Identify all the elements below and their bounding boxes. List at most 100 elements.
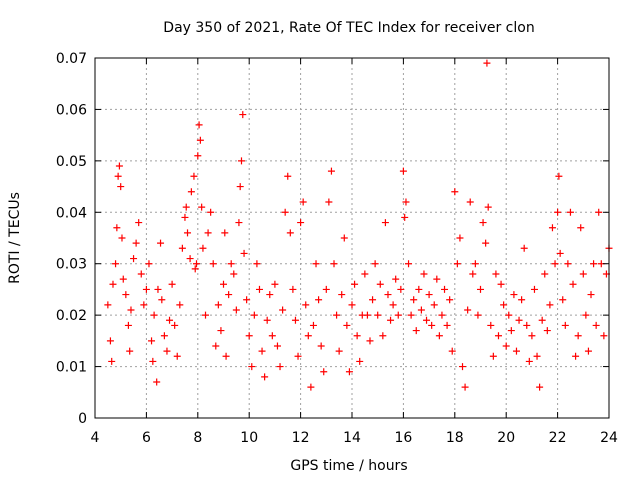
x-tick-label: 10 (240, 430, 258, 446)
x-axis-title: GPS time / hours (290, 458, 407, 474)
x-tick-label: 24 (600, 430, 618, 446)
data-point (555, 172, 563, 180)
data-point (361, 270, 369, 278)
data-point (579, 270, 587, 278)
data-point (564, 260, 572, 268)
data-point (127, 306, 135, 314)
data-point (236, 183, 244, 191)
data-point (582, 311, 590, 319)
data-point (153, 378, 161, 386)
data-point (448, 347, 456, 355)
data-point (384, 291, 392, 299)
data-point (363, 311, 371, 319)
data-point (415, 285, 423, 293)
data-point (469, 270, 477, 278)
data-point (261, 373, 269, 381)
data-point (220, 280, 227, 288)
data-point (309, 321, 317, 329)
data-point (173, 352, 181, 360)
data-point (194, 152, 202, 160)
data-point (263, 316, 271, 324)
data-point (461, 383, 469, 391)
data-point (494, 332, 502, 340)
data-point (212, 342, 220, 350)
data-point (577, 224, 585, 232)
data-point (335, 347, 343, 355)
data-point (459, 363, 467, 371)
data-point (353, 332, 361, 340)
data-point (399, 167, 407, 175)
data-point (294, 352, 302, 360)
data-point (443, 321, 451, 329)
data-point (559, 296, 567, 304)
data-point (137, 270, 145, 278)
data-point (428, 321, 436, 329)
data-point (500, 301, 508, 309)
data-point (420, 270, 428, 278)
data-point (343, 321, 351, 329)
data-point (435, 332, 443, 340)
data-point (492, 270, 500, 278)
data-point (289, 285, 297, 293)
y-tick-label: 0.06 (56, 102, 87, 118)
data-point (286, 229, 294, 237)
data-point (572, 352, 580, 360)
data-point (199, 244, 207, 252)
data-point (417, 306, 425, 314)
data-point (235, 219, 243, 227)
data-point (209, 260, 217, 268)
data-point (271, 280, 279, 288)
data-point (569, 280, 577, 288)
data-point (566, 208, 574, 216)
data-point (333, 311, 341, 319)
data-point (541, 270, 549, 278)
data-point (130, 255, 138, 263)
data-point (237, 157, 245, 165)
data-point (315, 296, 323, 304)
data-point (590, 260, 598, 268)
data-point (515, 316, 523, 324)
data-point (600, 332, 608, 340)
data-point (186, 255, 194, 263)
y-axis-ticks: 0 0.01 0.02 0.03 0.04 0.05 0.06 0.07 (56, 51, 609, 427)
y-tick-label: 0.01 (56, 360, 87, 376)
data-point (149, 357, 157, 365)
data-point (255, 285, 263, 293)
data-point (330, 260, 338, 268)
data-point (402, 198, 410, 206)
data-point (168, 280, 176, 288)
data-point (397, 285, 405, 293)
data-point (471, 260, 479, 268)
data-point (276, 363, 284, 371)
data-point (243, 296, 251, 304)
data-point (525, 357, 533, 365)
data-point (106, 337, 114, 345)
data-point (171, 321, 179, 329)
data-point (195, 121, 203, 129)
data-point (190, 172, 198, 180)
data-point (394, 311, 402, 319)
y-tick-label: 0.07 (56, 51, 87, 67)
data-point (253, 260, 261, 268)
data-point (538, 316, 546, 324)
data-point (520, 244, 528, 252)
data-point (551, 260, 559, 268)
data-point (225, 291, 233, 299)
data-point (109, 280, 117, 288)
x-tick-label: 16 (394, 430, 412, 446)
data-point (487, 321, 495, 329)
data-point (273, 342, 281, 350)
data-point (284, 172, 292, 180)
data-point (299, 198, 307, 206)
data-point (112, 260, 120, 268)
data-point (232, 306, 240, 314)
data-point (114, 172, 122, 180)
data-point (268, 332, 276, 340)
data-point (222, 352, 230, 360)
data-point (122, 291, 130, 299)
data-point (446, 296, 454, 304)
data-point (191, 265, 199, 273)
data-point (178, 244, 186, 252)
data-point (154, 285, 162, 293)
